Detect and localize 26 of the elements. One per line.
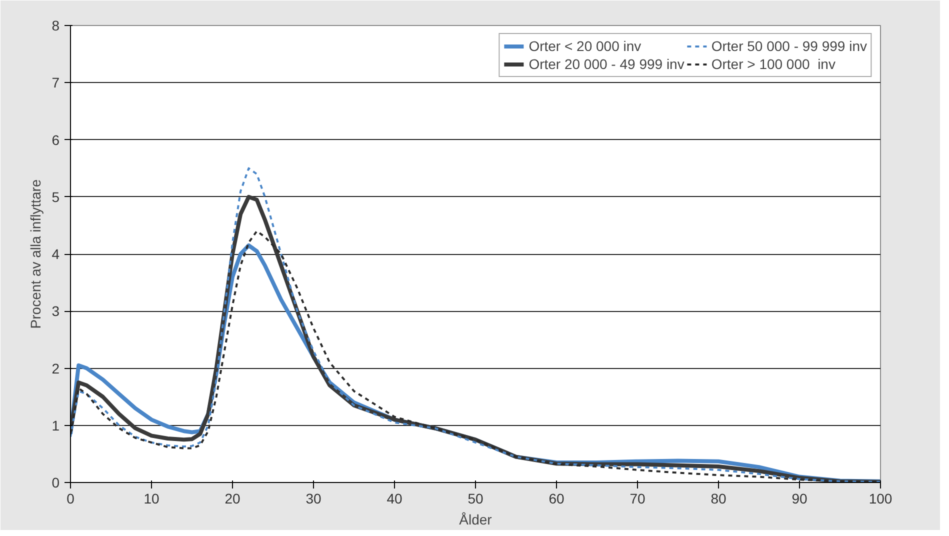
y-tick-label: 5 (52, 188, 60, 205)
legend-label: Orter 20 000 - 49 999 inv (528, 56, 684, 72)
y-tick-label: 4 (52, 246, 60, 262)
y-tick-label: 2 (52, 360, 60, 376)
x-tick-label: 50 (468, 490, 484, 506)
x-tick-label: 0 (66, 490, 75, 506)
legend-label: Orter 50 000 - 99 999 inv (711, 38, 867, 54)
y-tick-label: 1 (52, 417, 60, 434)
y-axis-title: Procent av alla inflyttare (28, 179, 44, 329)
y-tick-label: 3 (52, 303, 60, 320)
x-tick-label: 10 (144, 490, 160, 506)
x-tick-label: 80 (710, 490, 726, 506)
y-tick-label: 7 (52, 74, 60, 91)
y-tick-label: 6 (52, 132, 60, 148)
x-tick-label: 60 (548, 490, 564, 506)
x-tick-label: 100 (868, 490, 892, 506)
y-tick-label: 8 (52, 18, 60, 34)
x-tick-label: 40 (386, 490, 402, 506)
x-tick-label: 70 (630, 490, 646, 506)
y-tick-label: 0 (52, 474, 60, 490)
x-tick-label: 30 (306, 490, 322, 506)
x-axis-title: Ålder (459, 512, 492, 528)
x-tick-label: 90 (792, 490, 808, 506)
legend-label: Orter > 100 000 inv (711, 56, 836, 72)
x-tick-label: 20 (224, 490, 240, 506)
legend-label: Orter < 20 000 inv (528, 38, 642, 54)
